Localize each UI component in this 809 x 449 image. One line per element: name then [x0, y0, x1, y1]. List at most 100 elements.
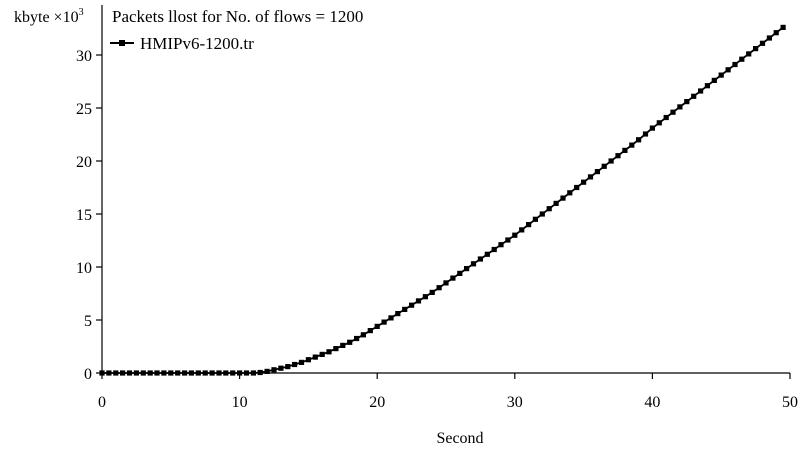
data-point — [746, 51, 752, 57]
data-point — [367, 328, 373, 334]
data-point — [223, 370, 229, 376]
data-point — [319, 351, 325, 357]
data-point — [725, 67, 731, 73]
data-point — [711, 77, 717, 83]
data-point — [684, 99, 690, 105]
data-point — [704, 83, 710, 89]
data-point — [106, 370, 112, 376]
y-axis-label-text: kbyte ×10 — [14, 9, 79, 26]
x-tick-label: 10 — [232, 394, 248, 411]
data-point — [622, 147, 628, 153]
data-point — [292, 361, 298, 368]
data-point — [188, 370, 194, 376]
data-point — [237, 370, 243, 376]
data-point — [195, 370, 201, 376]
data-point — [120, 370, 126, 376]
data-point — [574, 184, 580, 191]
y-axis-label-exponent: 3 — [79, 7, 84, 18]
data-point — [505, 237, 511, 243]
y-tick-label: 5 — [84, 313, 92, 330]
x-tick-label: 30 — [507, 394, 523, 411]
data-point — [278, 365, 284, 371]
data-point — [560, 195, 566, 201]
data-point — [512, 232, 518, 238]
data-point — [147, 370, 153, 376]
data-point — [415, 298, 422, 304]
data-point — [381, 319, 387, 325]
data-point — [99, 370, 105, 376]
data-point — [594, 169, 600, 175]
axes — [101, 5, 790, 374]
data-point — [333, 346, 339, 352]
series-line — [102, 26, 784, 374]
data-point — [395, 311, 401, 317]
data-point — [766, 35, 772, 41]
data-point — [491, 246, 497, 253]
data-point — [608, 158, 614, 164]
data-point — [656, 120, 662, 126]
x-tick-label: 50 — [782, 394, 798, 411]
data-point — [161, 370, 167, 376]
data-point — [298, 359, 305, 365]
data-point — [642, 131, 649, 137]
data-point — [739, 56, 745, 62]
data-point — [250, 370, 256, 376]
axis-ticks: 0 5 10 15 20 25 30 0 10 20 30 40 50 — [76, 48, 798, 411]
data-point — [539, 211, 545, 217]
data-point — [347, 339, 353, 345]
data-point — [581, 179, 587, 185]
legend-label: HMIPv6-1200.tr — [140, 34, 254, 53]
data-point — [526, 222, 532, 228]
data-point — [271, 367, 277, 373]
data-point — [629, 142, 635, 148]
y-tick-label: 20 — [76, 154, 92, 171]
data-point — [601, 163, 607, 169]
data-point — [532, 216, 538, 222]
data-point — [498, 242, 504, 248]
data-point — [477, 256, 483, 262]
data-point — [773, 30, 779, 36]
data-point — [216, 370, 222, 376]
data-point — [264, 368, 270, 374]
x-tick-label: 40 — [644, 394, 660, 411]
data-point — [457, 270, 463, 276]
data-point — [677, 104, 683, 110]
data-point — [209, 370, 215, 376]
data-point — [670, 109, 676, 115]
data-point — [436, 285, 442, 291]
data-point — [636, 137, 642, 143]
data-point — [354, 335, 360, 342]
y-tick-label: 10 — [76, 260, 92, 277]
data-point — [519, 227, 525, 233]
data-point — [470, 261, 477, 267]
data-point — [780, 24, 786, 30]
data-point — [759, 40, 766, 46]
data-point — [230, 370, 236, 376]
data-point — [243, 370, 250, 376]
data-point — [450, 275, 456, 281]
data-point — [732, 61, 738, 68]
data-point — [113, 370, 119, 376]
y-tick-label: 15 — [76, 207, 92, 224]
data-point — [285, 364, 291, 370]
data-point — [133, 370, 139, 376]
data-point — [409, 302, 415, 308]
data-point — [429, 289, 435, 295]
data-point — [305, 357, 311, 363]
data-point — [140, 370, 146, 376]
series-layer — [99, 24, 786, 376]
data-point — [649, 125, 655, 131]
x-axis-title: Second — [436, 430, 483, 447]
data-point — [360, 332, 366, 338]
data-point — [182, 370, 188, 376]
chart-title: Packets llost for No. of flows = 1200 — [112, 7, 363, 26]
data-point — [326, 349, 332, 355]
data-point — [615, 153, 621, 159]
legend-marker — [119, 40, 125, 46]
data-point — [698, 88, 704, 94]
data-point — [340, 342, 346, 348]
data-point — [202, 370, 208, 376]
data-point — [154, 370, 160, 376]
x-tick-label: 20 — [369, 394, 385, 411]
